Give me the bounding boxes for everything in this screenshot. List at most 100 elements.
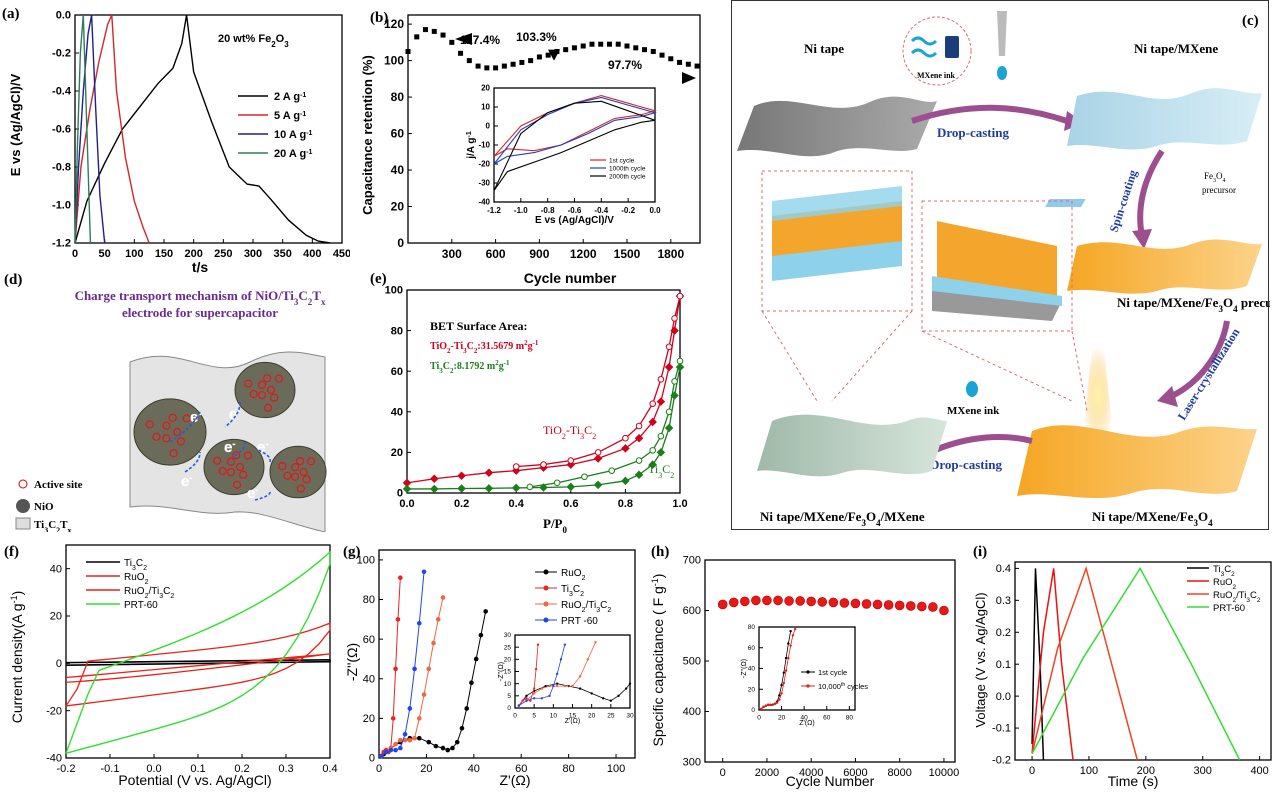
- b-xtick-label: 1500: [614, 247, 641, 261]
- e-data-point: [581, 473, 588, 481]
- g-legend-label: Ti3C2: [561, 584, 584, 598]
- i-ytick-label: 0.3: [996, 595, 1011, 607]
- g-inset-point: [617, 694, 620, 698]
- d-active-site: [257, 380, 267, 389]
- c-zoom-box-right: [921, 200, 1073, 332]
- i-legend-label: PRT-60: [1213, 603, 1245, 614]
- d-active-site: [145, 420, 154, 429]
- b-inset-xtick-label: -0.6: [568, 206, 582, 215]
- h-inset-point: [778, 694, 781, 697]
- g-xtick-label: 20: [420, 763, 432, 775]
- g-data-point: [398, 575, 403, 581]
- g-inset-ytick-label: 15: [504, 669, 512, 676]
- e-data-point: [676, 357, 684, 365]
- b-data-point: [519, 59, 525, 65]
- g-xtick-label: 40: [468, 763, 480, 775]
- a-xtick-label: 150: [155, 248, 173, 260]
- h-inset-point: [762, 705, 765, 709]
- a-ytick-label: -0.2: [52, 48, 71, 60]
- h-inset-point: [782, 671, 786, 674]
- i-ytick-label: 0.0: [996, 691, 1011, 703]
- g-ylabel: -Z''(Ω): [344, 643, 360, 681]
- a-legend: 2 A g-1 5 A g-1 10 A g-1 20 A g-1: [238, 91, 313, 160]
- d-active-site: [162, 434, 171, 443]
- c-layered-structure-left: [772, 186, 902, 281]
- e-data-point: [671, 378, 678, 385]
- h-inset-legend-marker: [806, 684, 810, 688]
- g-inset-point: [548, 694, 551, 698]
- e-data-point: [671, 315, 678, 322]
- h-inset-xtick-label: 0: [757, 715, 761, 722]
- d-active-site: [182, 414, 191, 423]
- a-ylabel: E vs (Ag/AgCl)/V: [8, 73, 23, 176]
- b-inset-legend-label: 1000th cycle: [609, 166, 646, 173]
- g-legend-marker: [543, 601, 549, 607]
- e-xtick-label: 0.2: [454, 498, 469, 510]
- g-inset-point: [609, 699, 613, 702]
- e-data-point: [621, 476, 630, 486]
- g-data-point: [454, 739, 460, 745]
- h-inset-point: [773, 702, 777, 705]
- g-inset-point: [532, 697, 536, 700]
- a-ytick-label: -1.0: [52, 200, 71, 212]
- c-arrow-drop-casting: [911, 104, 1068, 124]
- g-data-point: [440, 595, 446, 600]
- e-data-point: [511, 483, 521, 493]
- a-series-line: [74, 14, 92, 244]
- h-inset-bg: [759, 627, 855, 710]
- c-label: (c): [1242, 13, 1259, 29]
- g-inset-xtick-label: 0: [513, 713, 517, 720]
- c-laser-beam: [1082, 346, 1114, 446]
- g-data-point: [464, 706, 470, 711]
- i-xtick-label: 100: [1080, 765, 1098, 777]
- d-electron-label: e-: [224, 439, 235, 456]
- h-data-point: [762, 595, 772, 606]
- b-inset-cv-loop: [493, 100, 656, 191]
- label-i: (i): [973, 544, 987, 560]
- h-inset-point: [784, 669, 788, 672]
- b-ytick-label: 120: [384, 17, 404, 31]
- b-inset-xlabel: E vs (Ag/AgCl)/V: [535, 215, 614, 226]
- e-data-point: [635, 422, 643, 430]
- h-data-point: [850, 598, 861, 609]
- g-inset-point: [536, 643, 540, 646]
- b-inset-ytick-label: 0: [486, 122, 491, 131]
- h-inset-xtick-label: 40: [801, 715, 809, 722]
- g-data-point: [412, 735, 417, 741]
- b-data-point: [501, 63, 507, 69]
- i-legend-label: RuO2/Ti3C2: [1213, 590, 1261, 604]
- a-xtick-label: 350: [273, 248, 291, 260]
- b-arrow-3: [682, 72, 696, 84]
- d-active-site: [296, 484, 305, 493]
- g-inset-point: [555, 672, 559, 676]
- e-data-point: [402, 484, 412, 494]
- h-ytick-label: 300: [683, 757, 701, 769]
- h-inset-point: [769, 703, 772, 707]
- g-inset-xtick-label: 15: [569, 713, 577, 720]
- i-xtick-label: 400: [1250, 765, 1268, 777]
- d-legend-ti: Ti3C2Tx: [34, 519, 72, 532]
- g-xlabel: Z'(Ω): [499, 772, 530, 788]
- f-ytick-label: 20: [50, 611, 62, 623]
- d-active-site: [176, 437, 186, 446]
- d-active-site: [226, 468, 236, 477]
- a-annotation: 20 wt% Fe2O3: [218, 33, 289, 49]
- a-legend-label: 2 A g-1: [274, 91, 306, 103]
- h-inset-ytick-label: 20: [748, 686, 756, 693]
- h-inset-ytick-label: 0: [751, 707, 755, 714]
- e-axes-frame: [406, 289, 681, 494]
- f-legend-label: Ti3C2: [124, 558, 147, 572]
- a-xtick-label: 250: [214, 248, 232, 260]
- b-data-point: [466, 58, 472, 64]
- i-xtick-label: 0: [1029, 765, 1035, 777]
- b-data-point: [545, 52, 551, 58]
- d-active-site: [239, 470, 248, 479]
- d-electron-path: [224, 401, 241, 428]
- g-data-point: [483, 609, 488, 614]
- g-data-point: [407, 706, 413, 711]
- a-ytick-label: -0.4: [52, 86, 72, 98]
- b-xlabel: Cycle number: [524, 270, 617, 286]
- h-inset-point: [784, 656, 788, 660]
- g-legend-marker: [543, 617, 549, 623]
- b-data-point: [633, 45, 639, 51]
